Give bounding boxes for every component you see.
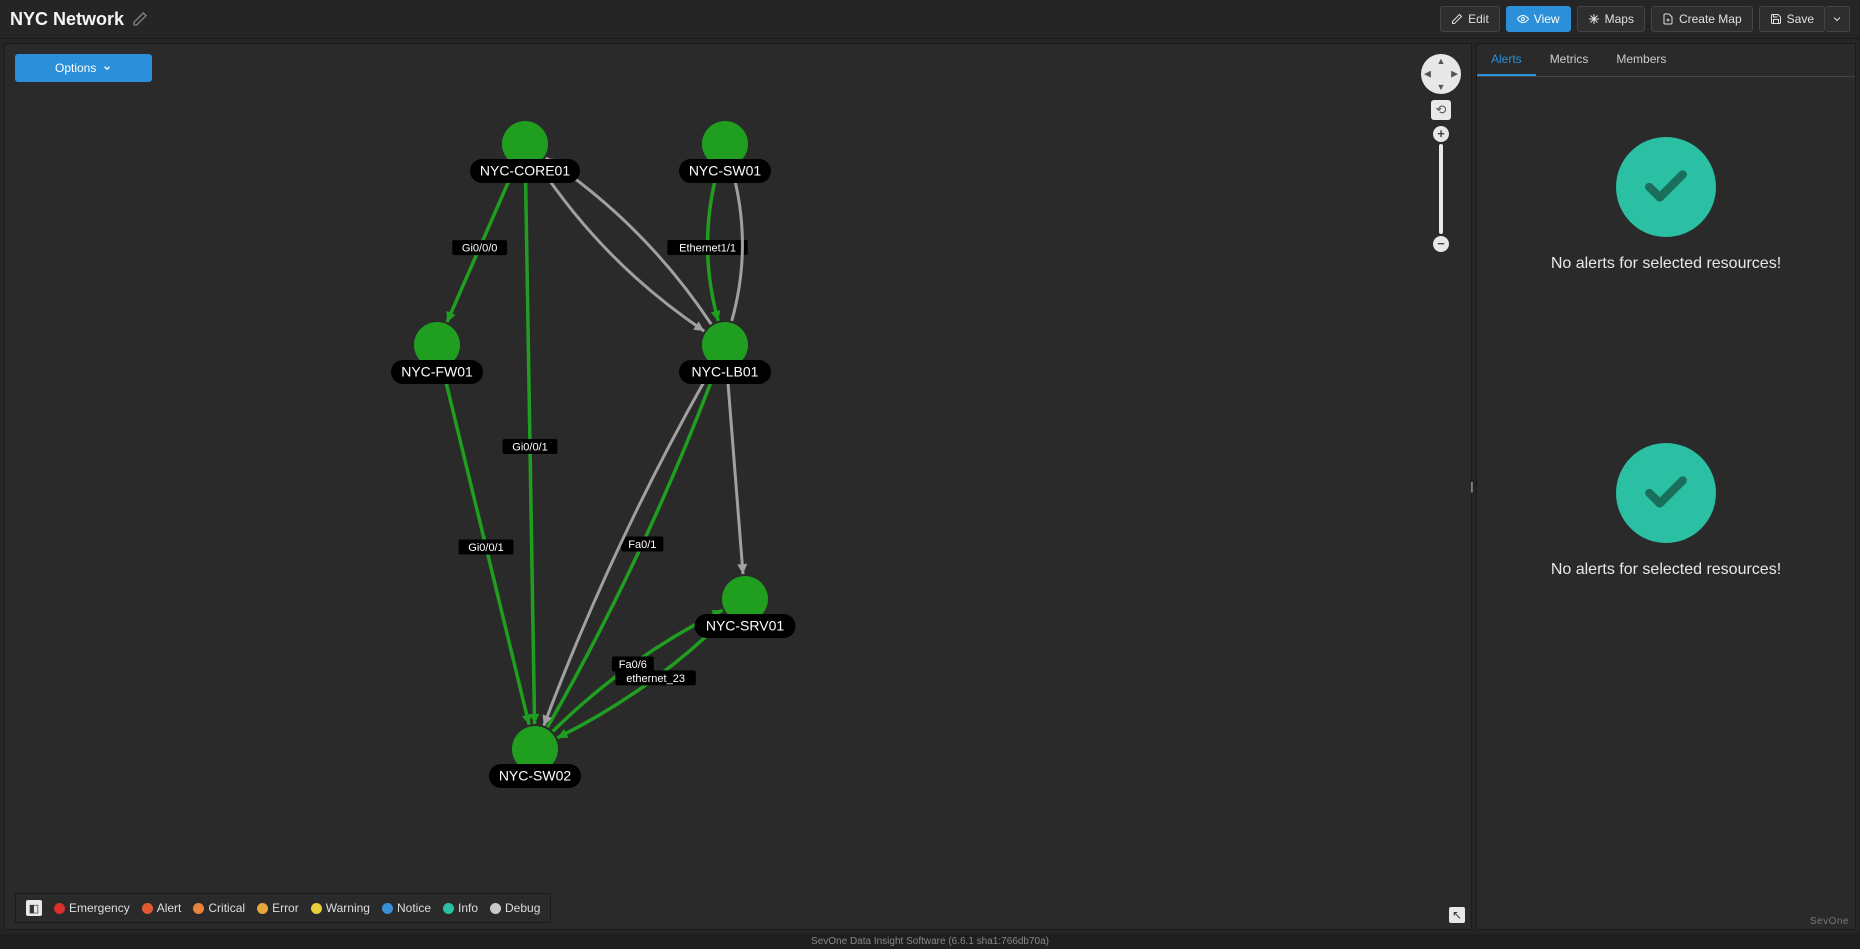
legend-item: Error [257,901,299,915]
pan-left-icon: ◀ [1424,69,1431,80]
node-label: NYC-LB01 [692,364,759,380]
edge-label: Gi0/0/1 [468,542,503,554]
legend-dot [193,903,204,914]
legend-label: Notice [397,901,431,915]
legend-label: Emergency [69,901,130,915]
panel-splitter[interactable]: || [1470,481,1472,493]
legend-label: Debug [505,901,540,915]
zoom-slider: + − [1433,126,1449,252]
legend-item: Critical [193,901,245,915]
legend-item: Alert [142,901,182,915]
edge-label: ethernet_23 [626,673,685,685]
edit-title-icon[interactable] [132,11,148,27]
legend-label: Warning [326,901,370,915]
edge-label: Fa0/6 [619,659,647,671]
alert-message: No alerts for selected resources! [1551,255,1781,273]
topbar: NYC Network Edit View Maps Create Map [0,0,1860,39]
alert-card: No alerts for selected resources! [1477,77,1855,383]
view-button-label: View [1534,12,1560,26]
edge-label: Gi0/0/0 [462,243,497,255]
zoom-in-button[interactable]: + [1433,126,1449,142]
edge-arrow [737,564,747,574]
chevron-down-icon [1831,13,1843,25]
pan-pad[interactable]: ▲ ▼ ◀ ▶ [1421,54,1461,94]
legend-bar: ◧ Emergency Alert Critical Error Warning Noti… [15,893,551,923]
maps-icon [1588,13,1600,25]
tab-metrics[interactable]: Metrics [1536,44,1603,76]
alert-card: No alerts for selected resources! [1477,383,1855,689]
legend-dot [142,903,153,914]
legend-item: Debug [490,901,540,915]
chevron-down-icon [102,63,112,73]
legend-dot [443,903,454,914]
legend-dot [382,903,393,914]
pan-down-icon: ▼ [1437,82,1446,92]
topology-graph[interactable]: Gi0/0/0 Gi0/0/1 Ethernet1/1 Gi0/0/1 Fa0/1 Fa0… [5,44,1471,929]
legend-dot [311,903,322,914]
check-circle-icon [1616,137,1716,237]
view-button[interactable]: View [1506,6,1571,32]
side-tabs: Alerts Metrics Members [1477,44,1855,77]
tab-alerts[interactable]: Alerts [1477,44,1536,76]
legend-item: Info [443,901,478,915]
footer-text: SevOne Data Insight Software (6.6.1 sha1… [0,934,1860,949]
panel-body: No alerts for selected resources! No ale… [1477,77,1855,929]
node-label: NYC-SRV01 [706,618,785,634]
save-icon [1770,13,1782,25]
legend-label: Info [458,901,478,915]
edge-label: Fa0/1 [628,539,656,551]
side-panel: || Alerts Metrics Members No alerts for … [1476,43,1856,930]
maps-button[interactable]: Maps [1577,6,1645,32]
legend-item: Notice [382,901,431,915]
edit-button-label: Edit [1468,12,1489,26]
legend-dot [257,903,268,914]
create-map-button-label: Create Map [1679,12,1742,26]
edit-button[interactable]: Edit [1440,6,1500,32]
alert-message: No alerts for selected resources! [1551,561,1781,579]
app-root: NYC Network Edit View Maps Create Map [0,0,1860,949]
edge-label: Gi0/0/1 [512,441,547,453]
page-title: NYC Network [10,9,124,30]
legend-dot [490,903,501,914]
legend-label: Alert [157,901,182,915]
resize-handle-icon[interactable]: ↖ [1449,907,1465,923]
node-label: NYC-SW02 [499,768,572,784]
pan-up-icon: ▲ [1437,56,1446,66]
maps-button-label: Maps [1605,12,1634,26]
file-plus-icon [1662,13,1674,25]
main: Options ▲ ▼ ◀ ▶ ⟲ + − Gi0/0/0 Gi0/0/1 Ethe… [0,39,1860,934]
reset-view-button[interactable]: ⟲ [1431,100,1451,120]
node-label: NYC-SW01 [689,163,762,179]
legend-item: Warning [311,901,370,915]
legend-label: Critical [208,901,245,915]
save-button-label: Save [1787,12,1814,26]
options-button[interactable]: Options [15,54,152,82]
title-wrap: NYC Network [10,9,148,30]
nav-controls: ▲ ▼ ◀ ▶ ⟲ + − [1421,54,1461,252]
node-label: NYC-CORE01 [480,163,570,179]
brand-label: SevOne [1810,916,1849,927]
pencil-icon [1451,13,1463,25]
canvas-area: Options ▲ ▼ ◀ ▶ ⟲ + − Gi0/0/0 Gi0/0/1 Ethe… [4,43,1472,930]
create-map-button[interactable]: Create Map [1651,6,1753,32]
toolbar-right: Edit View Maps Create Map Save [1440,6,1850,32]
legend-label: Error [272,901,299,915]
save-button[interactable]: Save [1759,6,1825,32]
node-label: NYC-FW01 [401,364,473,380]
legend-dot [54,903,65,914]
tab-members[interactable]: Members [1602,44,1680,76]
zoom-track[interactable] [1439,144,1443,234]
save-dropdown-button[interactable] [1825,6,1850,32]
edge-label: Ethernet1/1 [679,242,736,254]
legend-item: Emergency [54,901,130,915]
eye-icon [1517,13,1529,25]
edge[interactable] [727,370,743,574]
check-circle-icon [1616,443,1716,543]
save-button-group: Save [1759,6,1850,32]
pan-right-icon: ▶ [1451,69,1458,80]
options-button-label: Options [55,61,96,75]
zoom-out-button[interactable]: − [1433,236,1449,252]
bookmark-icon[interactable]: ◧ [26,900,42,916]
